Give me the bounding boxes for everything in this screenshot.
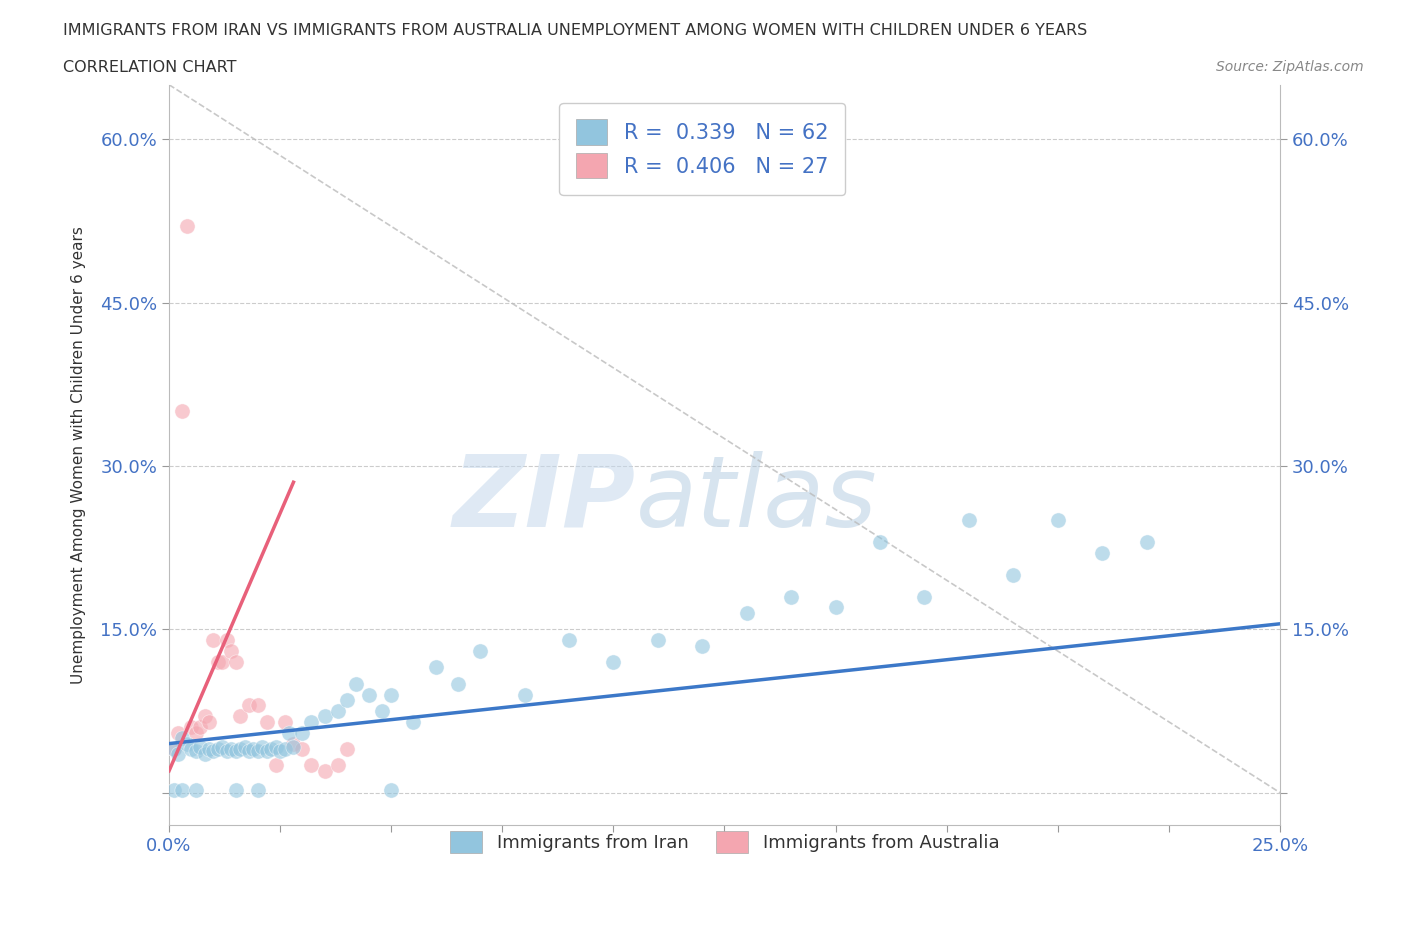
Point (242, 741, 264, 756)
Point (176, 737, 198, 751)
Point (380, 783, 402, 798)
Point (167, 725, 190, 740)
Point (314, 764, 336, 778)
Point (229, 709, 252, 724)
Point (912, 589, 935, 604)
Point (194, 747, 217, 762)
Point (273, 714, 295, 729)
Point (299, 714, 322, 729)
Point (402, 714, 425, 729)
Point (326, 703, 349, 718)
Point (238, 698, 260, 713)
Point (198, 714, 221, 729)
Point (425, 660, 447, 675)
Point (198, 741, 221, 756)
Point (176, 219, 198, 233)
Point (211, 655, 233, 670)
Point (1091, 546, 1114, 561)
Point (219, 644, 242, 658)
Point (184, 725, 207, 740)
Point (211, 739, 233, 754)
Point (647, 632, 669, 647)
Point (180, 741, 202, 756)
Point (314, 709, 336, 724)
Text: CORRELATION CHART: CORRELATION CHART (63, 60, 236, 75)
Point (172, 731, 194, 746)
Point (229, 741, 252, 756)
Point (291, 725, 314, 740)
Y-axis label: Unemployment Among Women with Children Under 6 years: Unemployment Among Women with Children U… (72, 226, 86, 684)
Point (283, 737, 305, 751)
Point (513, 687, 536, 702)
Point (246, 744, 269, 759)
Text: atlas: atlas (636, 451, 877, 548)
Point (184, 744, 207, 759)
Point (371, 703, 394, 718)
Point (162, 783, 184, 798)
Point (238, 744, 260, 759)
Point (957, 513, 980, 528)
Point (299, 758, 322, 773)
Point (264, 758, 287, 773)
Point (215, 744, 238, 759)
Point (291, 741, 314, 756)
Point (188, 720, 211, 735)
Text: IMMIGRANTS FROM IRAN VS IMMIGRANTS FROM AUSTRALIA UNEMPLOYMENT AMONG WOMEN WITH : IMMIGRANTS FROM IRAN VS IMMIGRANTS FROM … (63, 23, 1087, 38)
Point (172, 404, 194, 418)
Point (225, 744, 247, 759)
Point (869, 535, 891, 550)
Point (780, 589, 803, 604)
Point (602, 655, 624, 670)
Point (326, 758, 349, 773)
Point (202, 744, 225, 759)
Point (167, 747, 190, 762)
Point (273, 741, 295, 756)
Point (225, 783, 247, 798)
Point (215, 632, 238, 647)
Point (269, 744, 291, 759)
Point (447, 676, 470, 691)
Point (468, 644, 491, 658)
Point (162, 741, 184, 756)
Point (219, 741, 242, 756)
Point (824, 600, 846, 615)
Point (172, 783, 194, 798)
Point (735, 605, 758, 620)
Point (246, 783, 269, 798)
Point (252, 739, 274, 754)
Point (264, 739, 287, 754)
Point (283, 739, 305, 754)
Point (256, 714, 278, 729)
Point (194, 709, 217, 724)
Point (233, 739, 256, 754)
Point (256, 744, 278, 759)
Point (180, 720, 202, 735)
Point (1002, 567, 1025, 582)
Point (278, 725, 301, 740)
Text: ZIP: ZIP (453, 451, 636, 548)
Point (344, 676, 367, 691)
Point (336, 693, 359, 708)
Point (1135, 535, 1157, 550)
Point (336, 741, 359, 756)
Point (558, 632, 581, 647)
Point (246, 698, 269, 713)
Point (202, 632, 225, 647)
Point (260, 741, 283, 756)
Point (225, 655, 247, 670)
Legend: Immigrants from Iran, Immigrants from Australia: Immigrants from Iran, Immigrants from Au… (443, 824, 1007, 860)
Point (357, 687, 380, 702)
Point (162, 741, 184, 756)
Point (1046, 513, 1069, 528)
Point (690, 638, 713, 653)
Point (207, 655, 229, 670)
Point (380, 687, 402, 702)
Point (188, 739, 211, 754)
Point (207, 741, 229, 756)
Text: Source: ZipAtlas.com: Source: ZipAtlas.com (1216, 60, 1364, 74)
Point (184, 783, 207, 798)
